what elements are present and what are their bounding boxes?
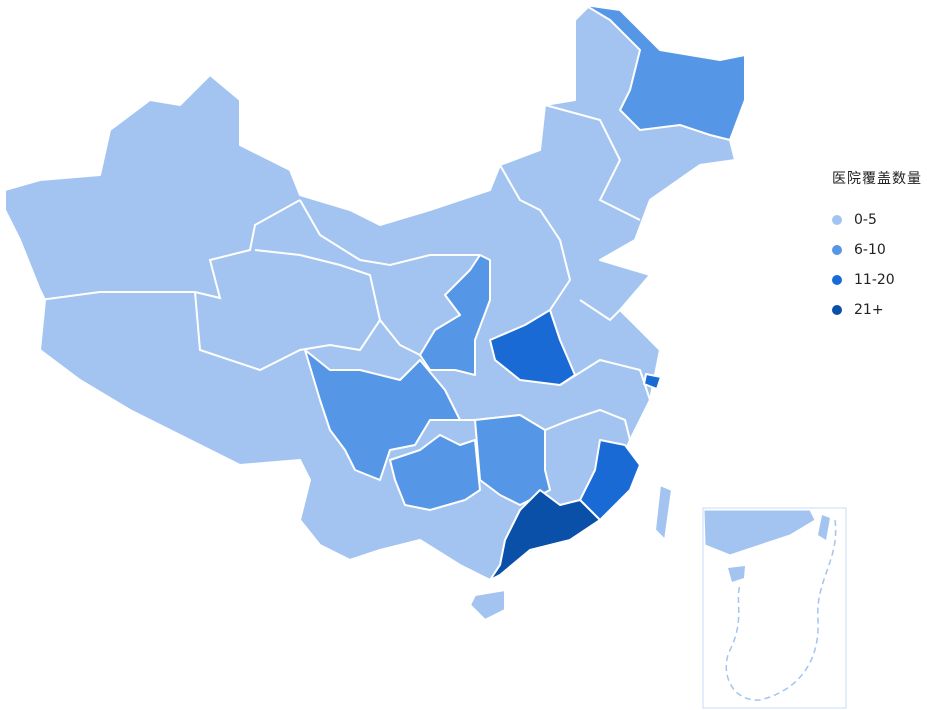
legend-title: 医院覆盖数量: [832, 171, 922, 187]
region-taiwan[interactable]: [654, 484, 673, 541]
region-guizhou[interactable]: [389, 434, 481, 511]
legend-dot-icon: [832, 275, 842, 285]
region-hainan[interactable]: [469, 589, 506, 621]
region-hunan[interactable]: [474, 414, 551, 506]
region-fujian[interactable]: [579, 439, 641, 521]
legend-dot-icon: [832, 215, 842, 225]
region-shanghai[interactable]: [643, 373, 662, 390]
region-sichuan[interactable]: [304, 349, 461, 481]
region-base[interactable]: [4, 4, 746, 581]
legend-label: 21+: [854, 302, 884, 318]
legend-label: 6-10: [854, 242, 886, 258]
south-china-sea-inset: [702, 507, 847, 709]
legend-item-0-5[interactable]: 0-5: [832, 200, 922, 240]
legend-dot-icon: [832, 245, 842, 255]
region-guangdong[interactable]: [489, 489, 601, 581]
legend-item-21-plus[interactable]: 21+: [832, 290, 922, 330]
legend-item-6-10[interactable]: 6-10: [832, 230, 922, 270]
legend: 医院覆盖数量 0-5 6-10 11-20 21+: [832, 168, 922, 330]
region-shaanxi[interactable]: [419, 254, 491, 376]
legend-item-11-20[interactable]: 11-20: [832, 260, 922, 300]
legend-label: 0-5: [854, 212, 877, 228]
legend-label: 11-20: [854, 272, 895, 288]
legend-dot-icon: [832, 305, 842, 315]
region-heilongjiang[interactable]: [584, 4, 746, 141]
region-henan[interactable]: [489, 309, 576, 386]
